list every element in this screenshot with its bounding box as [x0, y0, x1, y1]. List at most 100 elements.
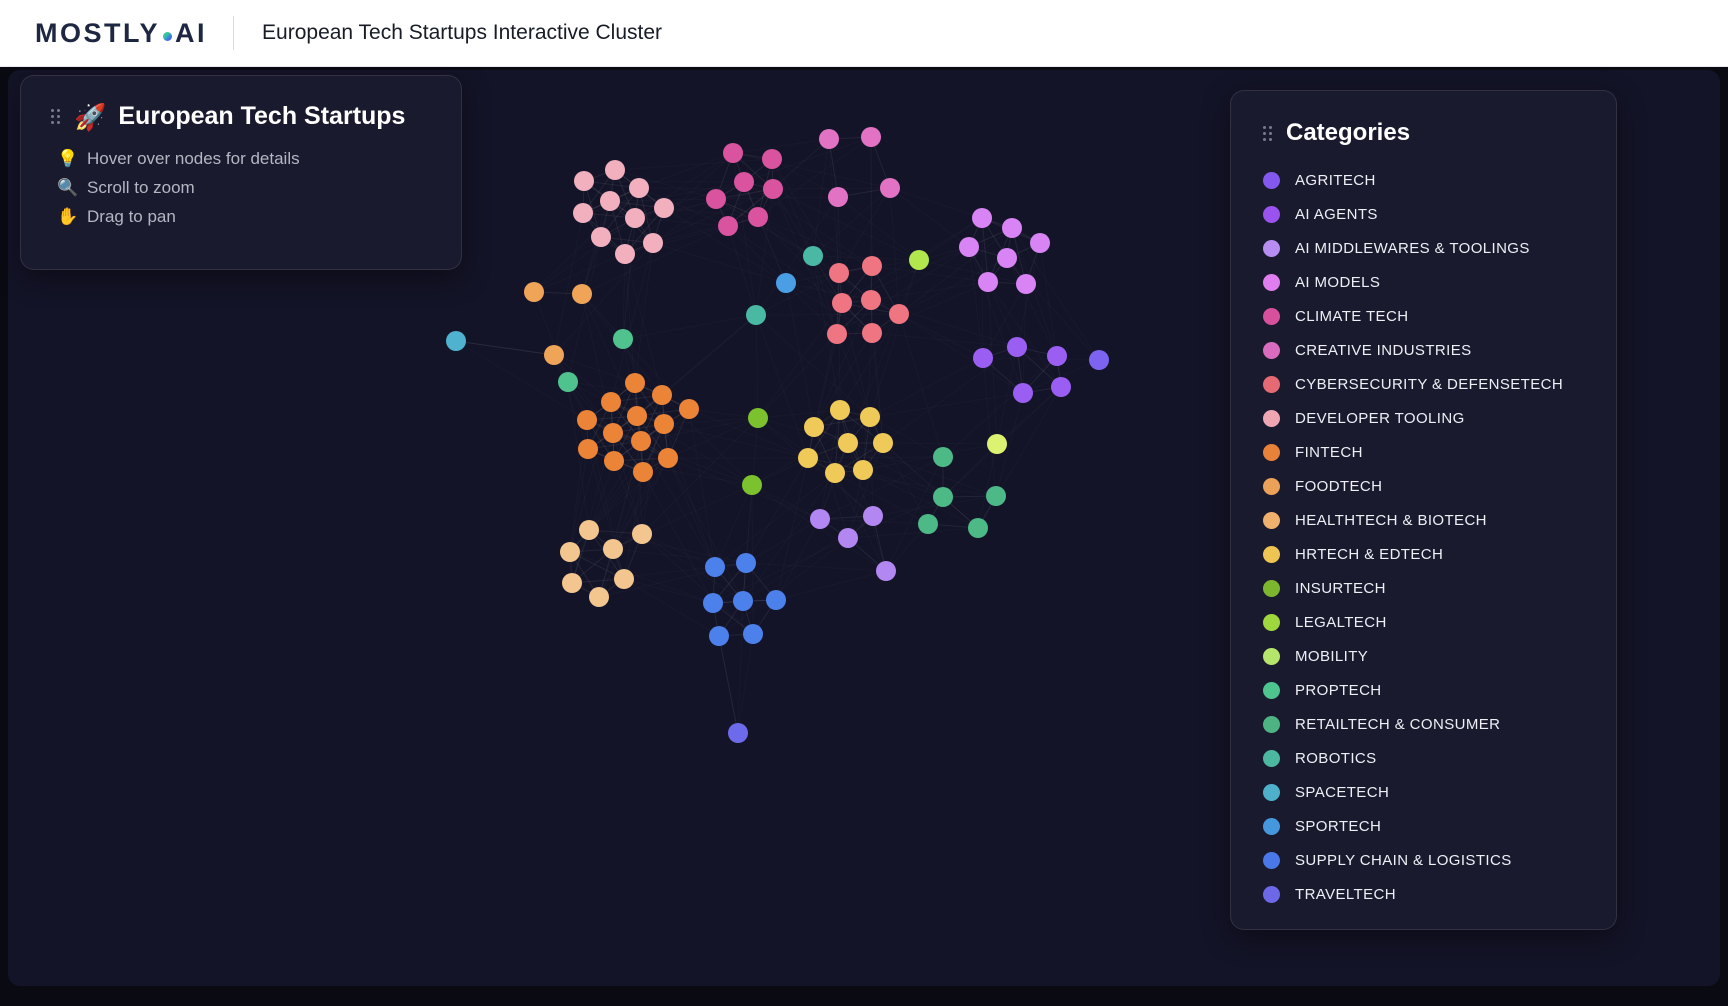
graph-node[interactable] — [625, 208, 645, 228]
graph-node[interactable] — [863, 506, 883, 526]
graph-node[interactable] — [679, 399, 699, 419]
graph-node[interactable] — [560, 542, 580, 562]
graph-node[interactable] — [605, 160, 625, 180]
graph-node[interactable] — [600, 191, 620, 211]
graph-node[interactable] — [723, 143, 743, 163]
graph-node[interactable] — [574, 171, 594, 191]
graph-node[interactable] — [627, 406, 647, 426]
graph-node[interactable] — [706, 189, 726, 209]
graph-node[interactable] — [633, 462, 653, 482]
graph-node[interactable] — [918, 514, 938, 534]
drag-handle-icon[interactable] — [51, 109, 60, 124]
graph-node[interactable] — [986, 486, 1006, 506]
graph-node[interactable] — [736, 553, 756, 573]
graph-node[interactable] — [733, 591, 753, 611]
graph-node[interactable] — [743, 624, 763, 644]
graph-node[interactable] — [572, 284, 592, 304]
graph-node[interactable] — [804, 417, 824, 437]
graph-node[interactable] — [625, 373, 645, 393]
graph-node[interactable] — [524, 282, 544, 302]
graph-node[interactable] — [728, 723, 748, 743]
graph-node[interactable] — [889, 304, 909, 324]
graph-node[interactable] — [968, 518, 988, 538]
graph-node[interactable] — [746, 305, 766, 325]
graph-node[interactable] — [742, 475, 762, 495]
graph-node[interactable] — [880, 178, 900, 198]
graph-node[interactable] — [876, 561, 896, 581]
graph-node[interactable] — [798, 448, 818, 468]
graph-node[interactable] — [776, 273, 796, 293]
graph-node[interactable] — [643, 233, 663, 253]
graph-node[interactable] — [825, 463, 845, 483]
graph-node[interactable] — [1047, 346, 1067, 366]
graph-node[interactable] — [562, 573, 582, 593]
graph-node[interactable] — [589, 587, 609, 607]
graph-node[interactable] — [861, 290, 881, 310]
graph-node[interactable] — [861, 127, 881, 147]
graph-node[interactable] — [862, 323, 882, 343]
graph-node[interactable] — [819, 129, 839, 149]
graph-node[interactable] — [828, 187, 848, 207]
graph-node[interactable] — [873, 433, 893, 453]
graph-node[interactable] — [810, 509, 830, 529]
graph-node[interactable] — [654, 198, 674, 218]
graph-node[interactable] — [1013, 383, 1033, 403]
graph-node[interactable] — [1089, 350, 1109, 370]
graph-node[interactable] — [603, 423, 623, 443]
graph-node[interactable] — [718, 216, 738, 236]
graph-node[interactable] — [632, 524, 652, 544]
graph-node[interactable] — [1007, 337, 1027, 357]
graph-node[interactable] — [972, 208, 992, 228]
graph-node[interactable] — [705, 557, 725, 577]
graph-node[interactable] — [603, 539, 623, 559]
graph-node[interactable] — [544, 345, 564, 365]
graph-node[interactable] — [860, 407, 880, 427]
graph-node[interactable] — [973, 348, 993, 368]
graph-node[interactable] — [933, 487, 953, 507]
graph-node[interactable] — [832, 293, 852, 313]
graph-node[interactable] — [862, 256, 882, 276]
graph-node[interactable] — [933, 447, 953, 467]
graph-node[interactable] — [577, 410, 597, 430]
graph-node[interactable] — [601, 392, 621, 412]
graph-node[interactable] — [1016, 274, 1036, 294]
graph-node[interactable] — [829, 263, 849, 283]
graph-node[interactable] — [997, 248, 1017, 268]
graph-node[interactable] — [573, 203, 593, 223]
graph-node[interactable] — [838, 433, 858, 453]
graph-node[interactable] — [853, 460, 873, 480]
graph-node[interactable] — [615, 244, 635, 264]
graph-node[interactable] — [959, 237, 979, 257]
graph-node[interactable] — [629, 178, 649, 198]
graph-node[interactable] — [748, 207, 768, 227]
graph-node[interactable] — [709, 626, 729, 646]
graph-node[interactable] — [1051, 377, 1071, 397]
graph-node[interactable] — [654, 414, 674, 434]
graph-node[interactable] — [591, 227, 611, 247]
graph-node[interactable] — [838, 528, 858, 548]
drag-handle-icon[interactable] — [1263, 125, 1272, 141]
graph-node[interactable] — [446, 331, 466, 351]
graph-node[interactable] — [827, 324, 847, 344]
graph-node[interactable] — [1030, 233, 1050, 253]
graph-node[interactable] — [613, 329, 633, 349]
graph-node[interactable] — [578, 439, 598, 459]
graph-node[interactable] — [830, 400, 850, 420]
graph-node[interactable] — [658, 448, 678, 468]
graph-node[interactable] — [652, 385, 672, 405]
graph-node[interactable] — [987, 434, 1007, 454]
graph-node[interactable] — [579, 520, 599, 540]
graph-node[interactable] — [631, 431, 651, 451]
graph-node[interactable] — [766, 590, 786, 610]
graph-node[interactable] — [978, 272, 998, 292]
graph-node[interactable] — [1002, 218, 1022, 238]
graph-node[interactable] — [734, 172, 754, 192]
graph-node[interactable] — [604, 451, 624, 471]
graph-node[interactable] — [763, 179, 783, 199]
graph-node[interactable] — [614, 569, 634, 589]
graph-node[interactable] — [748, 408, 768, 428]
graph-node[interactable] — [762, 149, 782, 169]
graph-node[interactable] — [558, 372, 578, 392]
graph-node[interactable] — [803, 246, 823, 266]
graph-node[interactable] — [909, 250, 929, 270]
